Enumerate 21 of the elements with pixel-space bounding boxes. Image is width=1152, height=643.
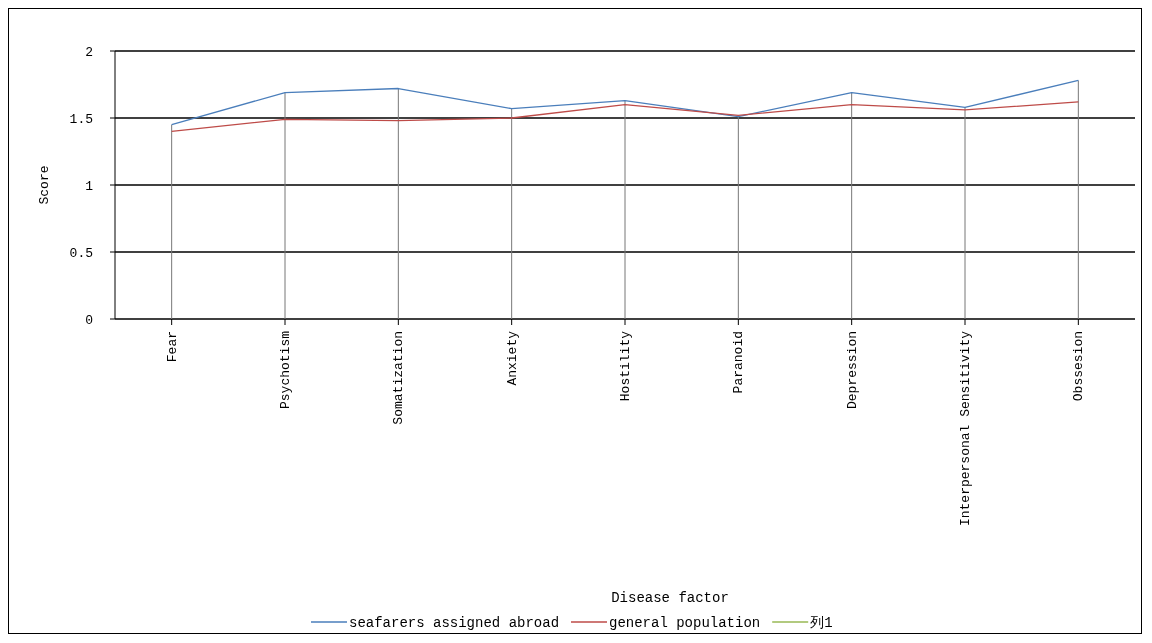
y-tick-label: 1.5 bbox=[69, 111, 93, 127]
legend-label: 列1 bbox=[810, 614, 833, 631]
x-tick-label: Obssesion bbox=[1071, 331, 1087, 402]
line-series bbox=[171, 101, 1079, 133]
x-tick-label: Depression bbox=[844, 331, 860, 410]
x-tick-label: Fear bbox=[164, 331, 180, 363]
line-series bbox=[171, 79, 1079, 126]
y-tick-label: 2 bbox=[85, 44, 93, 60]
y-tick-label: 0.5 bbox=[69, 245, 93, 261]
x-tick-label: Hostility bbox=[618, 330, 633, 402]
legend-label: seafarers assigned abroad bbox=[349, 614, 560, 631]
x-tick-label: Somatization bbox=[391, 331, 407, 425]
x-tick-label: Interpersonal Sensitivity bbox=[958, 330, 973, 527]
x-tick-label: Anxiety bbox=[504, 330, 520, 386]
legend-label: general population bbox=[609, 614, 761, 631]
x-tick-label: Paranoid bbox=[731, 331, 747, 394]
y-tick-label: 0 bbox=[85, 312, 93, 328]
y-tick-label: 1 bbox=[85, 178, 94, 194]
x-axis-title: Disease factor bbox=[611, 590, 729, 606]
y-axis-title: Score bbox=[37, 165, 52, 205]
x-tick-label: Psychotism bbox=[278, 330, 293, 410]
